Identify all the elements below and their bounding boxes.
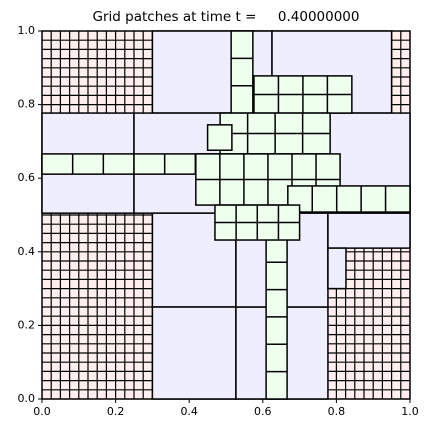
y-tick-label: 0.4 [18, 245, 36, 258]
patch [41, 153, 135, 175]
patch [327, 212, 411, 249]
x-tick-label: 0.8 [328, 405, 346, 418]
x-tick-label: 0.2 [107, 405, 125, 418]
plot-frame [41, 30, 411, 400]
y-tick-label: 0.6 [18, 171, 36, 184]
patch [151, 306, 237, 400]
x-tick-label: 1.0 [401, 405, 419, 418]
y-tick-label: 1.0 [18, 24, 36, 37]
patch [287, 185, 411, 213]
x-tick-label: 0.0 [33, 405, 51, 418]
chart-title: Grid patches at time t = 0.40000000 [93, 9, 360, 25]
y-tick-label: 0.0 [18, 392, 36, 405]
x-tick-label: 0.4 [180, 405, 198, 418]
patch [206, 124, 233, 151]
x-tick-label: 0.6 [254, 405, 272, 418]
patch [327, 247, 347, 290]
y-tick-label: 0.2 [18, 318, 36, 331]
patch [230, 30, 254, 114]
y-tick-label: 0.8 [18, 98, 36, 111]
